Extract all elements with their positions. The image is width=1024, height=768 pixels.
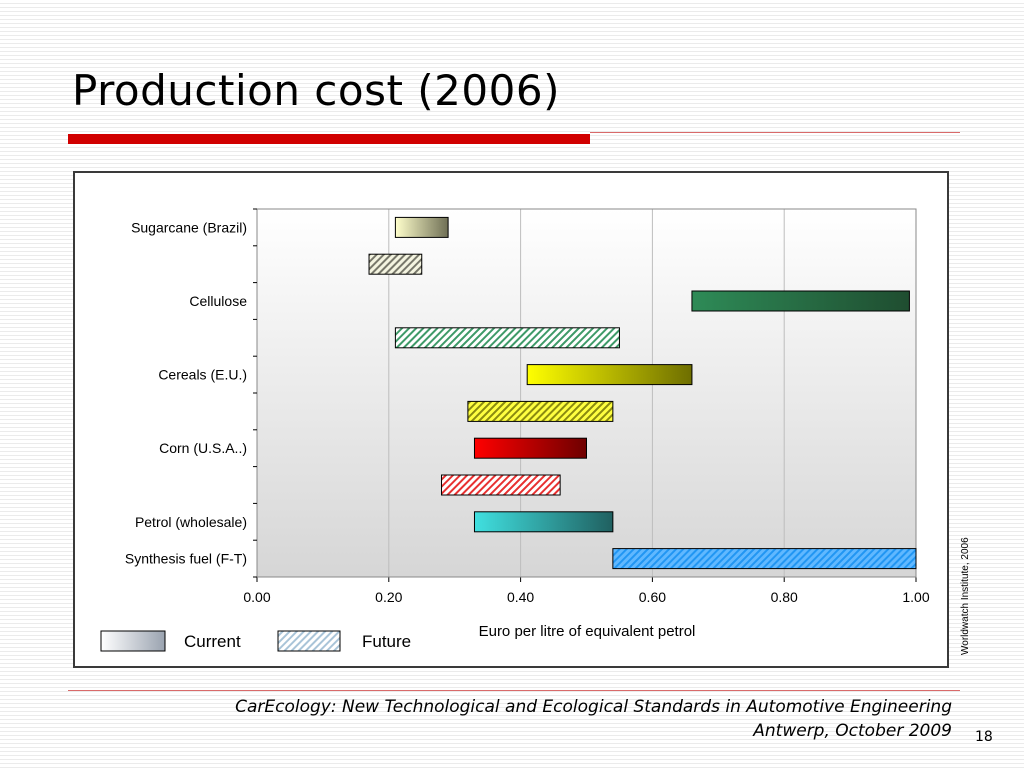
bar-corn-u-s-a-future bbox=[441, 474, 561, 496]
footer-divider bbox=[68, 690, 960, 691]
category-label-synthesis-fuel-f-t: Synthesis fuel (F-T) bbox=[125, 551, 247, 567]
bar-corn-u-s-a-current bbox=[473, 437, 587, 459]
bar-cereals-e-u-current bbox=[526, 364, 693, 386]
legend-swatch-future bbox=[277, 630, 341, 652]
slide-title: Production cost (2006) bbox=[72, 66, 560, 115]
production-cost-chart: 0.00 0.20 0.40 0.60 0.80 1.00 Sugarcane (Brazi… bbox=[100, 208, 930, 652]
page-number: 18 bbox=[975, 729, 993, 745]
x-axis-label: Euro per litre of equivalent petrol bbox=[479, 623, 696, 640]
bar-petrol-wholesale-current bbox=[473, 511, 614, 533]
category-label-cereals-e-u: Cereals (E.U.) bbox=[158, 367, 247, 383]
legend-label-future: Future bbox=[362, 632, 411, 651]
title-underline bbox=[68, 134, 590, 144]
bar-cellulose-current bbox=[691, 290, 910, 312]
footer-conference: CarEcology: New Technological and Ecolog… bbox=[235, 697, 952, 717]
bar-cereals-e-u-future bbox=[467, 400, 614, 422]
bar-sugarcane-brazil-future bbox=[368, 253, 423, 275]
legend-swatch-current bbox=[100, 630, 166, 652]
category-label-corn-u-s-a: Corn (U.S.A..) bbox=[159, 440, 247, 456]
chart-frame: 0.00 0.20 0.40 0.60 0.80 1.00 Sugarcane (Brazi… bbox=[73, 171, 949, 668]
title-underline-thin bbox=[590, 132, 960, 133]
x-tick-label: 1.00 bbox=[902, 589, 929, 605]
x-tick-label: 0.20 bbox=[375, 589, 402, 605]
legend-label-current: Current bbox=[184, 632, 241, 651]
bar-synthesis-fuel-f-t-future bbox=[612, 548, 917, 570]
category-label-petrol-wholesale: Petrol (wholesale) bbox=[135, 514, 247, 530]
category-label-sugarcane-brazil: Sugarcane (Brazil) bbox=[131, 219, 247, 235]
x-tick-label: 0.80 bbox=[771, 589, 798, 605]
source-note: Worldwatch Institute, 2006 bbox=[960, 537, 971, 655]
x-tick-label: 0.60 bbox=[639, 589, 666, 605]
footer-location-date: Antwerp, October 2009 bbox=[753, 721, 952, 741]
bar-cellulose-future bbox=[394, 327, 620, 349]
x-tick-label: 0.40 bbox=[507, 589, 534, 605]
x-tick-label: 0.00 bbox=[243, 589, 270, 605]
category-label-cellulose: Cellulose bbox=[189, 293, 247, 309]
bar-sugarcane-brazil-current bbox=[394, 216, 449, 238]
